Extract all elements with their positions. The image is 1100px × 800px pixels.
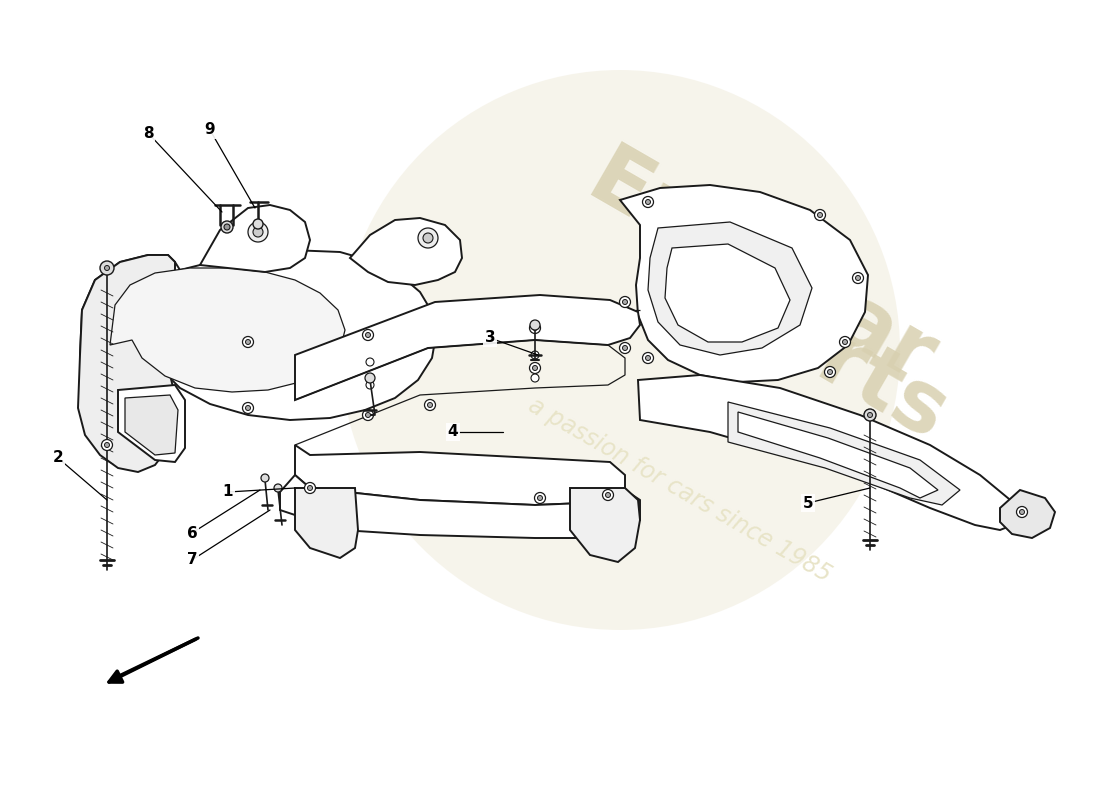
Text: 6: 6 (187, 526, 197, 541)
Circle shape (365, 333, 371, 338)
Circle shape (827, 370, 833, 374)
Polygon shape (200, 205, 310, 272)
Circle shape (814, 210, 825, 221)
Circle shape (619, 297, 630, 307)
Circle shape (425, 399, 436, 410)
Circle shape (365, 413, 371, 418)
Circle shape (363, 330, 374, 341)
Circle shape (1020, 510, 1024, 514)
Polygon shape (295, 445, 625, 505)
Polygon shape (110, 268, 345, 392)
Circle shape (253, 219, 263, 229)
Text: 1: 1 (222, 485, 233, 499)
Circle shape (245, 339, 251, 345)
Circle shape (428, 402, 432, 407)
Circle shape (308, 486, 312, 490)
Circle shape (619, 342, 630, 354)
Circle shape (261, 474, 270, 482)
Polygon shape (350, 218, 462, 285)
Circle shape (646, 199, 650, 205)
Circle shape (253, 227, 263, 237)
Text: 8: 8 (143, 126, 153, 141)
Circle shape (817, 213, 823, 218)
Circle shape (538, 495, 542, 501)
Polygon shape (638, 375, 1020, 530)
Circle shape (418, 228, 438, 248)
Text: 7: 7 (187, 553, 197, 567)
Text: Parts: Parts (700, 261, 960, 459)
Circle shape (224, 224, 230, 230)
Circle shape (104, 266, 110, 270)
Circle shape (532, 366, 538, 370)
Circle shape (340, 70, 900, 630)
Circle shape (603, 490, 614, 501)
Circle shape (529, 362, 540, 374)
Polygon shape (118, 385, 185, 462)
Circle shape (868, 413, 872, 418)
Circle shape (366, 358, 374, 366)
Text: 3: 3 (485, 330, 495, 346)
Text: EuroCar: EuroCar (572, 138, 948, 402)
Circle shape (839, 337, 850, 347)
Circle shape (865, 410, 876, 421)
Circle shape (104, 442, 110, 447)
Circle shape (642, 197, 653, 207)
Text: 9: 9 (205, 122, 216, 138)
Circle shape (245, 406, 251, 410)
Polygon shape (295, 295, 640, 400)
Circle shape (101, 439, 112, 450)
Polygon shape (280, 475, 640, 538)
Circle shape (363, 410, 374, 421)
Circle shape (242, 402, 253, 414)
Polygon shape (1000, 490, 1055, 538)
Polygon shape (620, 185, 868, 382)
Circle shape (366, 381, 374, 389)
Polygon shape (295, 488, 358, 558)
Circle shape (424, 233, 433, 243)
Polygon shape (78, 255, 175, 472)
Circle shape (864, 409, 876, 421)
Circle shape (532, 326, 538, 330)
Circle shape (623, 346, 627, 350)
Circle shape (825, 366, 836, 378)
Circle shape (100, 261, 114, 275)
Polygon shape (728, 402, 960, 505)
Circle shape (242, 337, 253, 347)
Circle shape (221, 221, 233, 233)
Circle shape (843, 339, 847, 345)
Polygon shape (80, 250, 436, 420)
Circle shape (535, 493, 546, 503)
Circle shape (531, 374, 539, 382)
Circle shape (623, 299, 627, 305)
Circle shape (646, 355, 650, 361)
Circle shape (248, 222, 268, 242)
Circle shape (530, 320, 540, 330)
Circle shape (101, 262, 112, 274)
Text: 5: 5 (803, 495, 813, 510)
Circle shape (531, 351, 539, 359)
Polygon shape (648, 222, 812, 355)
Circle shape (274, 484, 282, 492)
Polygon shape (666, 244, 790, 342)
Circle shape (365, 373, 375, 383)
Circle shape (852, 273, 864, 283)
Polygon shape (125, 395, 178, 455)
Circle shape (642, 353, 653, 363)
Text: 2: 2 (53, 450, 64, 466)
Polygon shape (570, 488, 640, 562)
Polygon shape (738, 412, 938, 498)
Circle shape (856, 275, 860, 281)
Text: a passion for cars since 1985: a passion for cars since 1985 (525, 394, 836, 586)
Circle shape (605, 493, 610, 498)
Circle shape (1016, 506, 1027, 518)
Circle shape (305, 482, 316, 494)
Text: 4: 4 (448, 425, 459, 439)
Circle shape (529, 322, 540, 334)
